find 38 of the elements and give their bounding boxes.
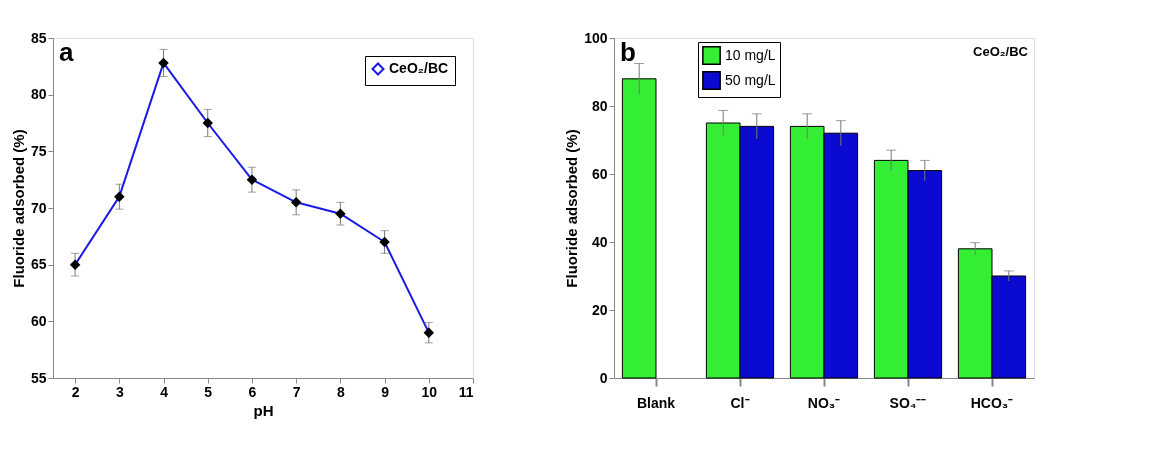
y-tick-label: 70 bbox=[30, 199, 47, 216]
x-tick-label: 6 bbox=[248, 383, 257, 400]
x-tick-label: 11 bbox=[458, 383, 474, 400]
x-tick-label: SO₄⁻⁻ bbox=[889, 394, 927, 411]
x-tick-label: 7 bbox=[292, 383, 301, 400]
x-tick-label: 8 bbox=[336, 383, 345, 400]
x-axis-title: pH bbox=[253, 401, 274, 419]
y-tick-label: 55 bbox=[30, 369, 47, 386]
x-tick-label: 2 bbox=[71, 383, 80, 400]
y-tick-label: 85 bbox=[30, 29, 47, 46]
chart-title: a bbox=[59, 37, 74, 67]
y-tick-label: 80 bbox=[30, 86, 47, 103]
y-tick-label: 0 bbox=[599, 369, 608, 386]
y-tick-label: 40 bbox=[591, 233, 608, 250]
y-tick-label: 80 bbox=[591, 97, 608, 114]
legend-label: 10 mg/L bbox=[725, 46, 776, 63]
legend-label: CeO₂/BC bbox=[389, 60, 449, 76]
y-tick-label: 75 bbox=[30, 142, 47, 159]
y-axis-title: Fluoride adsorbed (%) bbox=[563, 129, 581, 288]
x-tick-label: 9 bbox=[381, 383, 390, 400]
y-tick-label: 20 bbox=[591, 301, 608, 318]
y-tick-label: 100 bbox=[584, 29, 608, 46]
x-tick-label: 5 bbox=[204, 383, 213, 400]
x-tick-label: 3 bbox=[115, 383, 124, 400]
y-axis-title: Fluoride adsorbed (%) bbox=[9, 129, 27, 288]
x-tick-label: Cl⁻ bbox=[730, 394, 750, 411]
bar bbox=[621, 78, 657, 379]
y-tick-label: 65 bbox=[30, 256, 47, 273]
x-tick-label: 10 bbox=[421, 383, 438, 400]
annotation: CeO₂/BC bbox=[973, 44, 1029, 59]
legend-label: 50 mg/L bbox=[725, 71, 776, 88]
y-tick-label: 60 bbox=[591, 165, 608, 182]
x-tick-label: Blank bbox=[636, 394, 676, 411]
x-tick-label: NO₃⁻ bbox=[807, 394, 841, 411]
chart-title: b bbox=[620, 37, 636, 67]
x-tick-label: HCO₃⁻ bbox=[970, 394, 1014, 411]
y-tick-label: 60 bbox=[30, 312, 47, 329]
x-tick-label: 4 bbox=[160, 383, 169, 400]
